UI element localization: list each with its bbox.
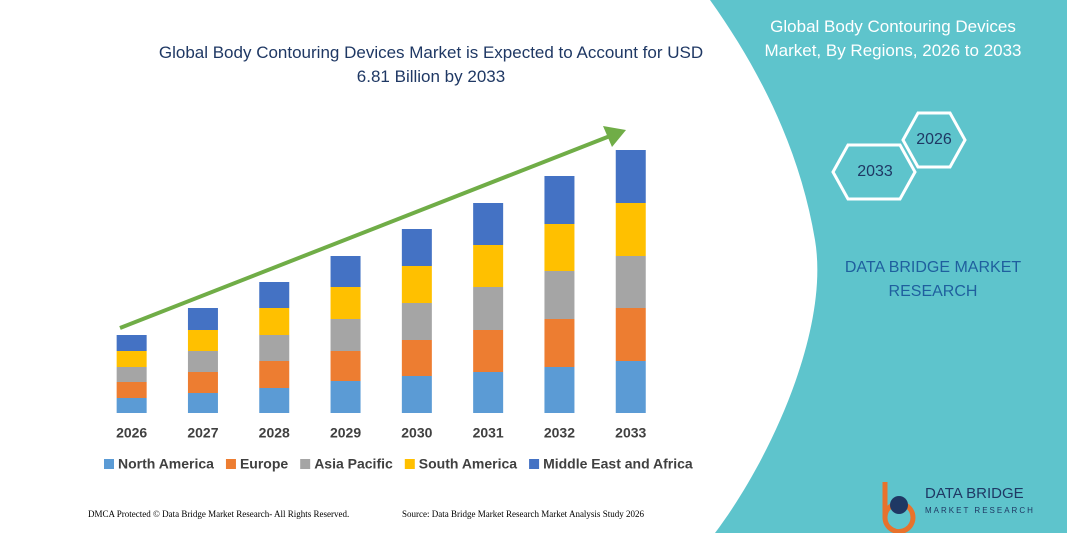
bar-segment [259, 361, 290, 388]
bar-segment [473, 372, 504, 413]
hexagon [831, 143, 917, 201]
bar-segment [473, 287, 504, 330]
legend-swatch [300, 459, 311, 469]
bar-segment [615, 256, 646, 308]
bar-segment [615, 361, 646, 413]
trend-arrow [119, 134, 611, 330]
panel-brand: DATA BRIDGE MARKET RESEARCH [845, 259, 1022, 300]
x-tick-label: 2027 [187, 425, 218, 441]
x-tick-label: 2031 [473, 425, 504, 441]
bar-segment [187, 308, 218, 330]
bar-segment [116, 335, 147, 351]
bar-segment [187, 351, 218, 372]
x-tick-label: 2033 [615, 425, 646, 441]
hex-label: 2026 [916, 131, 952, 148]
legend-label: South America [419, 456, 517, 472]
footer-left: DMCA Protected © Data Bridge Market Rese… [88, 509, 349, 519]
bar-segment [544, 176, 575, 224]
bar-segment [187, 372, 218, 393]
hex-label: 2033 [857, 163, 893, 180]
bar-segment [544, 271, 575, 319]
panel-title: Global Body Contouring Devices Market, By… [764, 17, 1021, 60]
bar-segment [401, 266, 432, 303]
legend-label: Asia Pacific [314, 456, 393, 472]
bar-segment [544, 224, 575, 271]
bar-segment [473, 330, 504, 372]
bar-segment [401, 303, 432, 340]
logo-mark [890, 496, 908, 514]
bar-segment [116, 351, 147, 367]
legend-swatch [529, 459, 540, 469]
bar-segment [259, 282, 290, 308]
legend-swatch [404, 459, 415, 469]
bar-segment [259, 388, 290, 413]
x-tick-label: 2032 [544, 425, 575, 441]
bar-segment [330, 287, 361, 319]
bar-segment [259, 308, 290, 335]
bar-segment [615, 150, 646, 203]
side-panel [710, 0, 1067, 533]
x-tick-label: 2030 [401, 425, 432, 441]
bar-segment [473, 245, 504, 287]
logo-name: DATA BRIDGE [925, 485, 1024, 502]
bar-segment [330, 256, 361, 287]
bar-segment [330, 319, 361, 351]
trend-arrow-head [603, 126, 626, 147]
legend-label: Europe [240, 456, 288, 472]
legend-label: Middle East and Africa [543, 456, 693, 472]
bar-segment [401, 376, 432, 413]
bar-segment [187, 330, 218, 351]
legend-label: North America [118, 456, 214, 472]
bar-segment [259, 335, 290, 361]
hexagon [901, 111, 967, 169]
bar-segment [544, 319, 575, 367]
logo-tagline: MARKET RESEARCH [925, 506, 1035, 515]
x-tick-label: 2028 [259, 425, 290, 441]
bar-segment [401, 229, 432, 266]
chart-title: Global Body Contouring Devices Market is… [159, 43, 703, 86]
logo: DATA BRIDGE MARKET RESEARCH [882, 482, 1035, 533]
bar-segment [330, 381, 361, 413]
bar-segment [544, 367, 575, 413]
x-tick-label: 2026 [116, 425, 147, 441]
legend-swatch [225, 459, 236, 469]
x-tick-label: 2029 [330, 425, 361, 441]
footer-right: Source: Data Bridge Market Research Mark… [402, 509, 644, 519]
bar-segment [187, 393, 218, 413]
bar-segment [116, 398, 147, 413]
bar-segment [116, 382, 147, 398]
bar-segment [116, 367, 147, 382]
legend-swatch [104, 459, 114, 469]
bar-segment [330, 351, 361, 381]
bar-segment [615, 308, 646, 361]
bar-segment [401, 340, 432, 376]
bar-segment [473, 203, 504, 245]
bar-segment [615, 203, 646, 256]
